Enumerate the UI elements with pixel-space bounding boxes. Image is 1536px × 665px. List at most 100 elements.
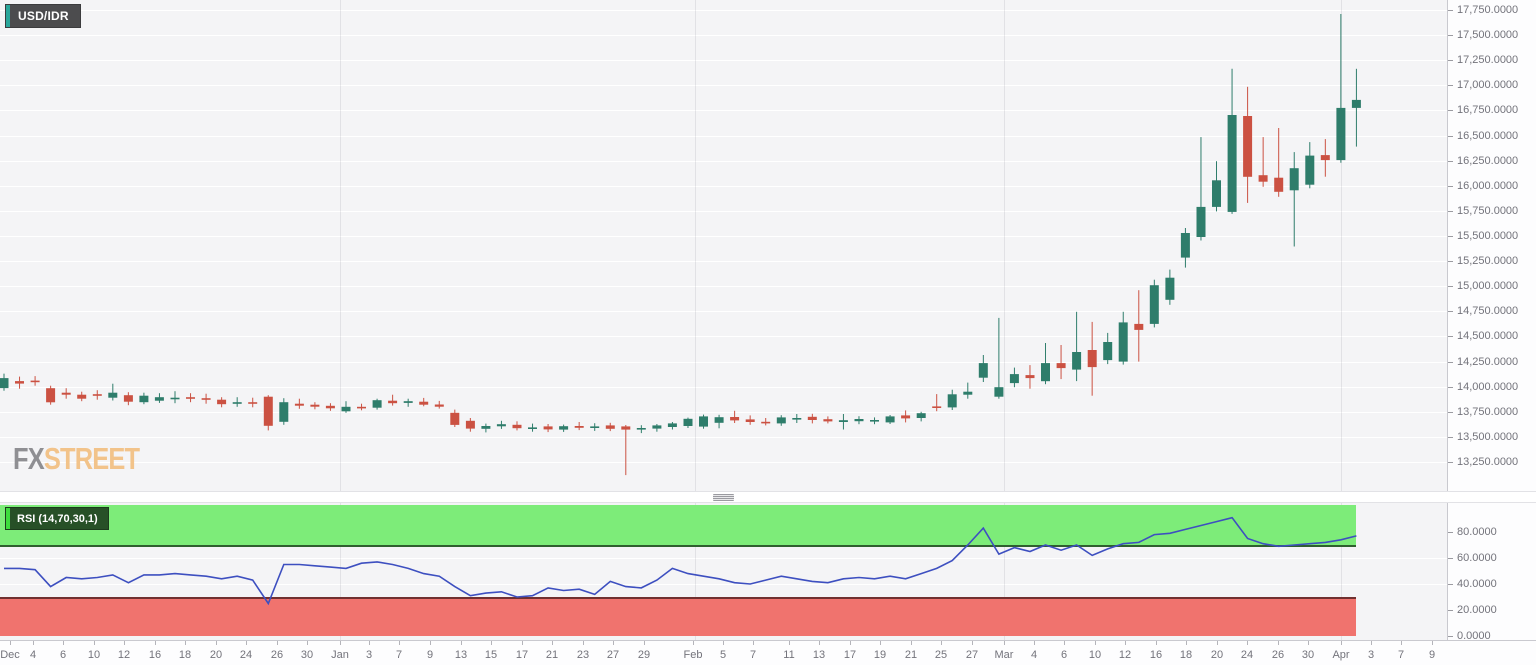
candle-body — [621, 426, 631, 430]
candle-body — [1118, 322, 1128, 362]
candle-body — [108, 392, 118, 398]
date-tick-label: 7 — [1397, 649, 1405, 661]
date-tick-label: 3 — [1367, 649, 1375, 661]
candle-body — [1009, 374, 1019, 384]
rsi-badge-accent — [6, 508, 10, 529]
rsi-axis[interactable]: 80.0000 60.0000 40.0000 20.0000 0.0000 — [1447, 503, 1536, 642]
candle-body — [1289, 168, 1299, 191]
price-tick-label: 16,500.0000 — [1457, 129, 1519, 142]
candle-body — [139, 395, 149, 403]
date-tick-label: 6 — [1060, 649, 1068, 661]
price-tick-label: 13,500.0000 — [1457, 430, 1519, 443]
date-tick-label: 18 — [1179, 649, 1193, 661]
date-tick-label: Apr — [1332, 649, 1350, 661]
candle-body — [559, 426, 569, 430]
candle-body — [901, 415, 911, 419]
date-tick-label: 24 — [239, 649, 253, 661]
candle-body — [170, 397, 180, 400]
candle-body — [1180, 233, 1190, 258]
candle-body — [92, 394, 102, 396]
candle-body — [154, 397, 164, 401]
candle-body — [357, 406, 366, 409]
price-tick-label: 17,500.0000 — [1457, 29, 1519, 42]
candle-body — [1351, 99, 1361, 108]
candle-body — [481, 426, 491, 429]
date-tick-label: 18 — [178, 649, 192, 661]
date-tick-label: Mar — [994, 649, 1014, 661]
price-tick-label: 13,250.0000 — [1457, 456, 1519, 468]
candle-body — [465, 420, 475, 429]
date-tick-label: Jan — [331, 649, 349, 661]
rsi-overbought-zone — [0, 505, 1356, 547]
candle-body — [885, 416, 895, 423]
candle-body — [574, 426, 584, 428]
price-axis[interactable]: 17,750.0000 17,500.0000 17,250.0000 17,000.… — [1447, 0, 1536, 491]
date-tick-label: 3 — [365, 649, 373, 661]
price-tick-label: 14,250.0000 — [1457, 355, 1519, 368]
price-tick-label: 16,250.0000 — [1457, 154, 1519, 167]
rsi-tick-label: 20.0000 — [1457, 604, 1497, 616]
price-tick-label: 14,500.0000 — [1457, 330, 1519, 343]
date-tick-label: 27 — [606, 649, 620, 661]
candle-body — [61, 392, 71, 395]
rsi-canvas[interactable] — [0, 503, 1447, 640]
price-chart-panel[interactable]: FXSTREET USD/IDR — [0, 0, 1447, 491]
date-tick-label: Dec — [0, 649, 20, 661]
rsi-panel[interactable]: RSI (14,70,30,1) — [0, 503, 1447, 640]
date-tick-label: 5 — [719, 649, 727, 661]
rsi-tick-label: 60.0000 — [1457, 552, 1497, 564]
rsi-tick-label: 80.0000 — [1457, 526, 1497, 538]
candle-body — [0, 378, 9, 389]
candle-body — [434, 404, 444, 407]
date-tick-label: 10 — [1088, 649, 1102, 661]
price-tick-label: 15,000.0000 — [1457, 280, 1519, 293]
candlestick-canvas[interactable] — [0, 0, 1447, 491]
candle-body — [123, 395, 133, 402]
panel-resize-grip[interactable] — [713, 494, 734, 501]
price-tick-label: 17,250.0000 — [1457, 54, 1519, 67]
candle-body — [528, 427, 537, 429]
date-tick-label: 9 — [426, 649, 434, 661]
date-tick-label: 30 — [1301, 649, 1315, 661]
price-tick-label: 15,750.0000 — [1457, 204, 1519, 217]
price-tick-label: 16,000.0000 — [1457, 179, 1519, 192]
candle-body — [341, 406, 351, 412]
candle-body — [217, 399, 227, 405]
candle-body — [201, 398, 211, 400]
candle-body — [1103, 342, 1113, 361]
candle-body — [730, 417, 740, 421]
candle-body — [932, 406, 942, 408]
rsi-oversold-zone — [0, 597, 1356, 636]
rsi-line — [4, 516, 1357, 606]
candle-body — [667, 423, 677, 427]
candle-body — [388, 400, 398, 404]
date-tick-label: 9 — [1428, 649, 1436, 661]
symbol-badge[interactable]: USD/IDR — [5, 4, 81, 28]
candle-body — [699, 416, 708, 427]
candle-body — [1258, 175, 1268, 182]
price-tick-label: 13,750.0000 — [1457, 405, 1519, 418]
candle-body — [1274, 177, 1284, 192]
candle-body — [1196, 206, 1206, 237]
candle-body — [1165, 277, 1175, 300]
date-tick-label: 19 — [873, 649, 887, 661]
date-tick-label: 13 — [454, 649, 468, 661]
candle-body — [263, 396, 273, 426]
candle-body — [279, 402, 289, 422]
date-tick-label: 7 — [749, 649, 757, 661]
symbol-label: USD/IDR — [18, 9, 69, 23]
date-tick-label: 26 — [1271, 649, 1285, 661]
rsi-indicator-badge[interactable]: RSI (14,70,30,1) — [5, 507, 109, 530]
candle-body — [963, 391, 973, 395]
price-tick-label: 14,750.0000 — [1457, 305, 1519, 318]
candle-body — [854, 419, 864, 422]
date-tick-label: 27 — [965, 649, 979, 661]
candle-body — [496, 424, 506, 427]
candle-body — [807, 416, 817, 420]
date-tick-label: 21 — [904, 649, 918, 661]
date-tick-label: 10 — [87, 649, 101, 661]
time-axis[interactable]: Dec 4 6 10 12 16 18 20 24 26 30 Jan 3 7 9 13 15 17 21 23 27 2… — [0, 640, 1536, 665]
candle-body — [1336, 107, 1346, 161]
candle-body — [1243, 116, 1253, 177]
